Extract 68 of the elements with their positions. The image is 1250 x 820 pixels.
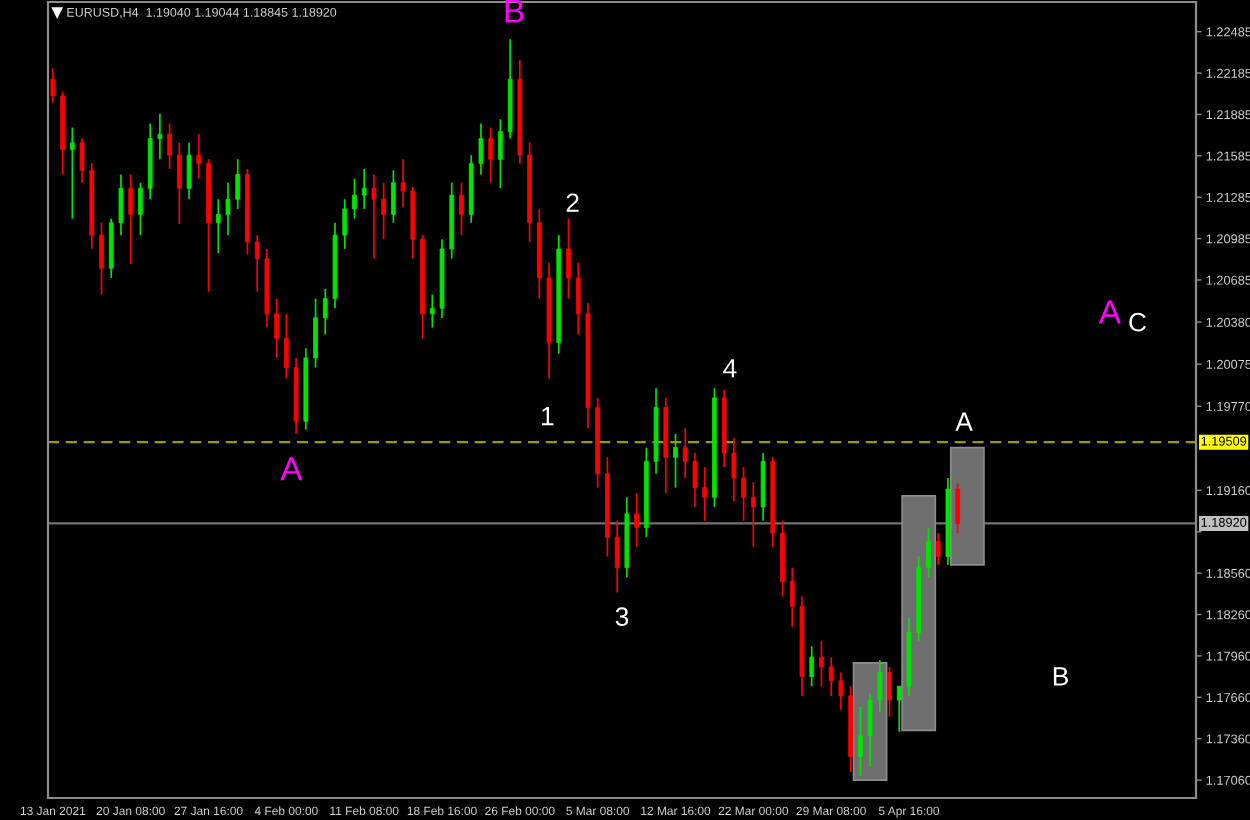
candlestick: [750, 481, 756, 548]
candlestick: [176, 141, 182, 225]
candlestick: [400, 158, 406, 209]
candlestick: [108, 217, 114, 279]
candlestick: [760, 452, 766, 522]
candlestick: [478, 122, 484, 176]
candlestick: [575, 261, 581, 336]
annotation: B: [1053, 667, 1068, 686]
annotation: 1: [542, 406, 554, 426]
candlestick: [692, 452, 698, 508]
annotation: 3: [615, 607, 629, 626]
candlestick: [235, 158, 241, 210]
candlestick: [459, 181, 464, 236]
candlestick: [935, 532, 941, 566]
annotation: B: [505, 0, 524, 23]
annotation: A: [955, 412, 973, 431]
candlestick: [118, 173, 124, 236]
candlestick: [50, 67, 56, 104]
candlestick: [313, 297, 318, 369]
candlestick: [274, 297, 279, 359]
candlestick: [828, 656, 834, 697]
candlestick: [99, 221, 104, 296]
candlestick: [838, 671, 844, 711]
annotation: A: [280, 457, 303, 481]
candlestick: [186, 141, 192, 201]
candlestick: [391, 169, 396, 224]
candlestick: [371, 173, 377, 260]
candlestick: [128, 173, 134, 265]
candlestick: [79, 137, 85, 184]
candlestick: [887, 666, 892, 718]
annotation: A: [1098, 300, 1121, 324]
candlestick: [682, 427, 688, 479]
candlestick: [215, 198, 221, 254]
candlestick: [789, 566, 795, 628]
candlestick: [254, 234, 260, 293]
candlestick: [138, 181, 143, 236]
candlestick: [381, 181, 387, 241]
candlestick: [69, 126, 75, 220]
candlestick: [702, 466, 708, 522]
candlestick: [322, 288, 328, 336]
candlestick: [352, 177, 357, 220]
candlestick: [361, 168, 367, 210]
candlestick: [157, 112, 163, 161]
annotation: C: [1129, 312, 1146, 332]
candlestick: [877, 659, 883, 714]
candlestick: [342, 198, 348, 250]
candlestick: [731, 437, 737, 503]
candlestick: [673, 432, 678, 489]
candlestick: [857, 706, 863, 777]
candlestick: [809, 645, 815, 688]
candlestick: [896, 685, 902, 733]
candlestick: [741, 466, 746, 522]
candlestick: [167, 122, 172, 170]
candlestick: [867, 692, 873, 768]
candlestick: [488, 126, 494, 184]
candlestick: [634, 492, 639, 548]
annotation: 2: [566, 193, 579, 212]
candlestick: [283, 312, 289, 380]
candlestick: [614, 519, 620, 594]
candlestick: [429, 293, 435, 329]
candlestick: [819, 639, 824, 688]
candlestick: [566, 217, 571, 300]
candlestick: [955, 482, 961, 534]
candlestick: [498, 118, 503, 190]
annotation: 4: [723, 359, 737, 378]
candlestick: [225, 181, 231, 236]
candlestick: [926, 526, 931, 579]
candlestick: [196, 133, 202, 180]
